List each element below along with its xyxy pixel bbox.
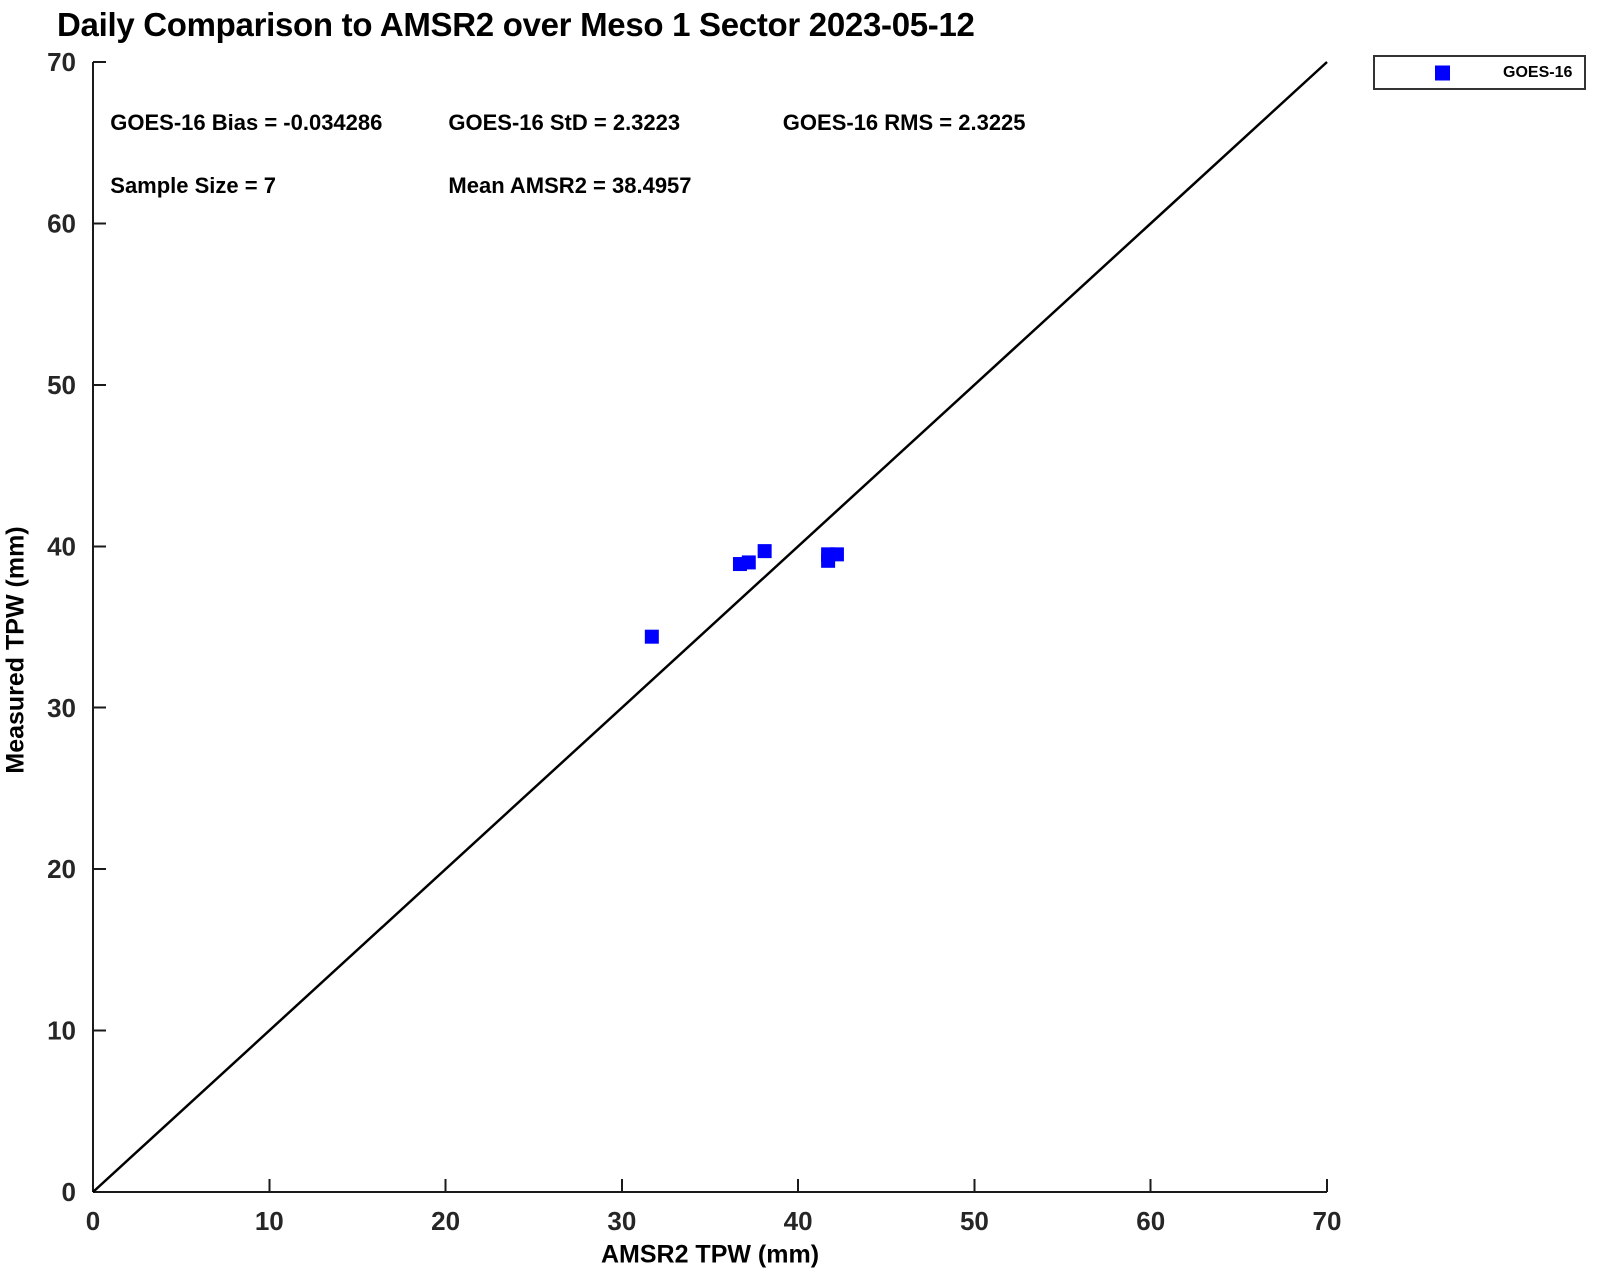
stat-annotation: GOES-16 StD = 2.3223 xyxy=(448,110,681,136)
x-tick-label: 50 xyxy=(960,1206,989,1236)
x-tick-label: 70 xyxy=(1313,1206,1342,1236)
y-tick-label: 70 xyxy=(47,47,76,77)
y-tick-label: 30 xyxy=(47,693,76,723)
legend: GOES-16 xyxy=(1373,55,1586,90)
y-tick-label: 10 xyxy=(47,1016,76,1046)
legend-marker-square-icon xyxy=(1435,65,1450,80)
y-tick-label: 20 xyxy=(47,854,76,884)
stat-annotation: GOES-16 RMS = 2.3225 xyxy=(782,110,1026,136)
stat-annotation: Mean AMSR2 = 38.4957 xyxy=(448,173,692,199)
one-to-one-line xyxy=(92,61,1328,1193)
scatter-point xyxy=(741,555,756,570)
x-tick-label: 30 xyxy=(607,1206,636,1236)
y-tick-label: 50 xyxy=(47,370,76,400)
y-tick-label: 0 xyxy=(62,1177,76,1207)
legend-label: GOES-16 xyxy=(1503,63,1573,81)
x-tick-label: 60 xyxy=(1136,1206,1165,1236)
scatter-point xyxy=(757,544,772,559)
chart-title: Daily Comparison to AMSR2 over Meso 1 Se… xyxy=(57,6,975,43)
x-tick-label: 20 xyxy=(431,1206,460,1236)
x-tick-label: 0 xyxy=(86,1206,100,1236)
stat-annotation: Sample Size = 7 xyxy=(110,173,276,199)
x-axis-label: AMSR2 TPW (mm) xyxy=(600,1240,820,1269)
stat-annotation: GOES-16 Bias = -0.034286 xyxy=(110,110,383,136)
x-tick-label: 40 xyxy=(784,1206,813,1236)
scatter-point xyxy=(829,547,844,562)
scatter-point xyxy=(644,629,659,644)
x-tick-label: 10 xyxy=(255,1206,284,1236)
y-tick-label: 40 xyxy=(47,531,76,561)
y-tick-label: 60 xyxy=(47,209,76,239)
